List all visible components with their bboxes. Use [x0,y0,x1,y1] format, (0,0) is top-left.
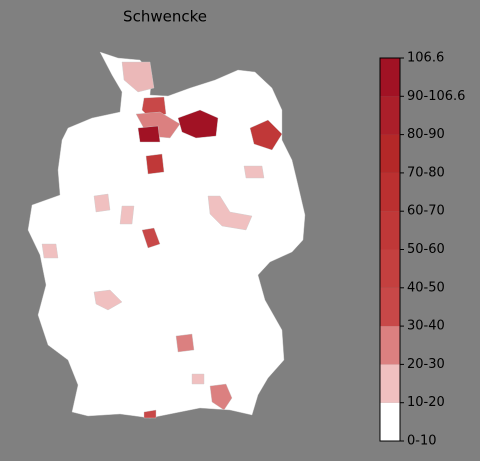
colorbar-segment [380,96,400,135]
district [143,409,157,419]
colorbar-segment [380,364,400,403]
colorbar-label: 0-10 [407,434,437,449]
district [249,119,283,151]
colorbar-label: 10-20 [407,395,445,410]
colorbar-label: 80-90 [407,127,445,142]
district [93,289,123,311]
colorbar-segment [380,211,400,250]
district [243,165,265,179]
colorbar-label: 70-80 [407,165,445,180]
district [119,205,135,225]
colorbar-segment [380,249,400,288]
colorbar-label: 90-106.6 [407,89,465,104]
district [177,109,219,139]
colorbar-label: 40-50 [407,280,445,295]
district [141,227,161,249]
colorbar-frame [379,57,401,442]
district [191,373,205,385]
colorbar-label: 20-30 [407,357,445,372]
colorbar-label: 106.6 [407,51,444,66]
germany-map [27,51,306,419]
colorbar-label: 30-40 [407,319,445,334]
district [121,61,155,93]
map-title: Schwencke [123,8,207,26]
colorbar-segment [380,58,400,97]
district [137,125,161,143]
colorbar-segment [380,402,400,441]
district [93,193,111,213]
country-outline [27,51,306,419]
colorbar-label: 50-60 [407,242,445,257]
colorbar: 0-10 10-20 20-30 30-40 40-50 50-60 60-70 70-80 8… [380,51,465,449]
colorbar-segment [380,326,400,365]
colorbar-segment [380,134,400,173]
district [209,383,233,411]
colorbar-segment [380,287,400,327]
district [175,333,195,353]
colorbar-segment [380,172,400,212]
colorbar-label: 60-70 [407,204,445,219]
district [145,153,165,175]
district [41,243,59,259]
district [207,195,253,231]
